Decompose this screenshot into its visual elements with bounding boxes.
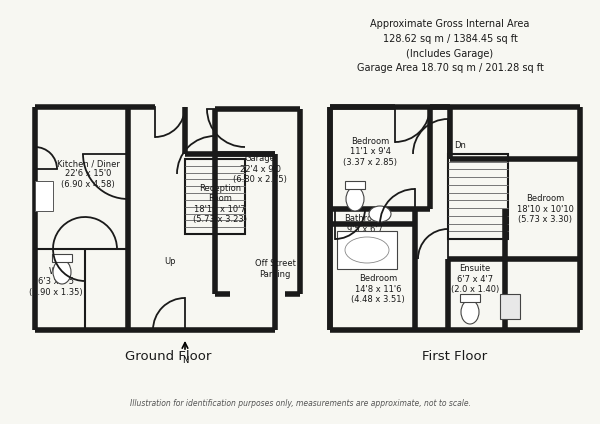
Text: Bathroom
9'5 x 6'7
(2.86 x 2.0): Bathroom 9'5 x 6'7 (2.86 x 2.0) <box>341 214 389 244</box>
Text: Bedroom
11'1 x 9'4
(3.37 x 2.85): Bedroom 11'1 x 9'4 (3.37 x 2.85) <box>343 137 397 167</box>
Ellipse shape <box>461 300 479 324</box>
Text: Reception
Room
18'10 x 10'7
(5.73 x 3.23): Reception Room 18'10 x 10'7 (5.73 x 3.23… <box>193 184 247 224</box>
Text: Bedroom
18'10 x 10'10
(5.73 x 3.30): Bedroom 18'10 x 10'10 (5.73 x 3.30) <box>517 194 574 224</box>
Bar <box>35 181 53 211</box>
Text: First Floor: First Floor <box>422 349 488 363</box>
Ellipse shape <box>369 206 391 222</box>
Bar <box>337 231 397 269</box>
Text: Up: Up <box>164 257 176 267</box>
Text: Ground Floor: Ground Floor <box>125 349 211 363</box>
Text: Approximate Gross Internal Area
128.62 sq m / 1384.45 sq ft
(Includes Garage)
Ga: Approximate Gross Internal Area 128.62 s… <box>356 19 544 73</box>
Ellipse shape <box>53 260 71 284</box>
Text: Illustration for identification purposes only, measurements are approximate, not: Illustration for identification purposes… <box>130 399 470 408</box>
Text: N: N <box>182 356 188 365</box>
Bar <box>448 154 508 239</box>
Text: Garage
22'4 x 9'0
(6.80 x 2.75): Garage 22'4 x 9'0 (6.80 x 2.75) <box>233 154 287 184</box>
Text: Ensuite
6'7 x 4'7
(2.0 x 1.40): Ensuite 6'7 x 4'7 (2.0 x 1.40) <box>451 264 499 294</box>
Text: Off Street
Parking: Off Street Parking <box>254 259 295 279</box>
Bar <box>185 159 245 234</box>
Text: Bedroom
14'8 x 11'6
(4.48 x 3.51): Bedroom 14'8 x 11'6 (4.48 x 3.51) <box>351 274 405 304</box>
Text: Kitchen / Diner
22'6 x 15'0
(6.90 x 4.58): Kitchen / Diner 22'6 x 15'0 (6.90 x 4.58… <box>56 159 119 189</box>
Bar <box>460 294 480 302</box>
Text: Dn: Dn <box>454 142 466 151</box>
Bar <box>500 294 520 319</box>
Ellipse shape <box>345 237 389 263</box>
Ellipse shape <box>346 187 364 211</box>
Bar <box>345 181 365 189</box>
Bar <box>52 254 72 262</box>
Text: WC
6'3 x 4'5
(1.90 x 1.35): WC 6'3 x 4'5 (1.90 x 1.35) <box>29 267 83 297</box>
